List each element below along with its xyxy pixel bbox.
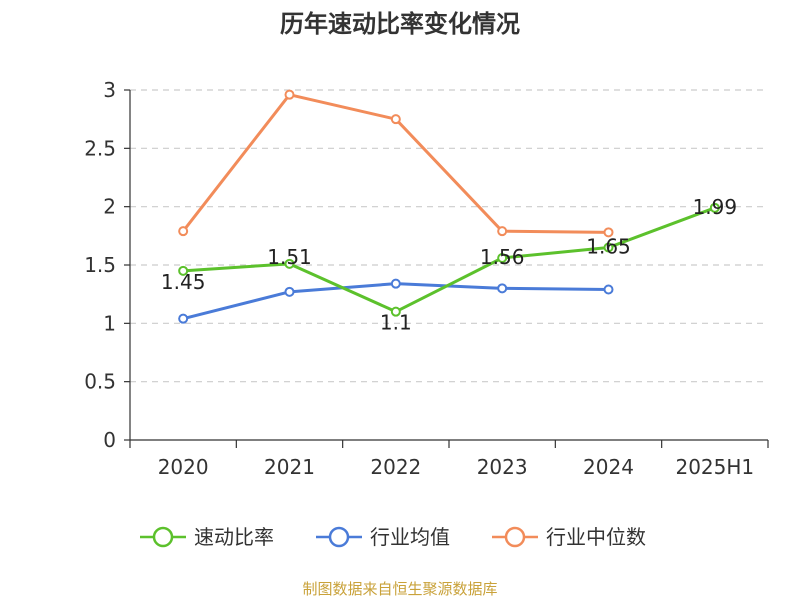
legend[interactable]: 速动比率 行业均值 行业中位数 — [140, 525, 646, 549]
y-tick-label: 2.5 — [84, 136, 116, 160]
x-tick-label: 2025H1 — [675, 455, 754, 479]
data-point — [390, 114, 401, 125]
legend-item[interactable]: 行业中位数 — [492, 525, 646, 549]
x-tick-label: 2024 — [583, 455, 634, 479]
x-tick-label: 2020 — [158, 455, 209, 479]
y-tick-label: 0.5 — [84, 370, 116, 394]
data-point — [178, 313, 189, 324]
data-point — [497, 253, 508, 263]
axes: 0 0.5 1 1.5 2 2.5 3 2020 2021 2022 2023 2024 2025H1 — [84, 78, 769, 479]
data-labels: 1.45 1.51 1.1 1.56 1.65 1.99 — [161, 195, 737, 335]
data-point — [284, 258, 295, 269]
source-note: 制图数据来自恒生聚源数据库 — [302, 580, 497, 598]
legend-label: 行业均值 — [370, 525, 450, 549]
legend-label: 速动比率 — [194, 525, 274, 549]
y-tick-label: 2 — [103, 195, 116, 219]
data-point — [603, 227, 614, 238]
data-label: 1.1 — [380, 311, 412, 335]
legend-item[interactable]: 行业均值 — [316, 525, 450, 549]
y-tick-label: 1 — [103, 311, 116, 335]
y-tick-label: 0 — [103, 428, 116, 452]
series-line-0 — [183, 206, 716, 314]
legend-marker — [328, 526, 350, 548]
x-tick-label: 2022 — [370, 455, 421, 479]
data-point — [178, 265, 189, 276]
data-point — [497, 283, 508, 294]
data-point — [709, 202, 720, 213]
legend-label: 行业中位数 — [546, 525, 646, 549]
data-label: 1.65 — [586, 235, 631, 259]
legend-marker — [504, 526, 526, 548]
data-point — [603, 242, 614, 253]
data-point — [497, 226, 508, 237]
data-label: 1.56 — [480, 245, 525, 269]
data-label: 1.51 — [267, 245, 312, 269]
data-point — [284, 286, 295, 297]
data-point — [390, 278, 401, 289]
y-tick-label: 1.5 — [84, 253, 116, 277]
data-point — [284, 89, 295, 100]
grid — [130, 89, 768, 383]
data-label: 1.45 — [161, 270, 206, 294]
legend-item[interactable]: 速动比率 — [140, 525, 274, 549]
series-layer — [178, 89, 720, 324]
data-point — [178, 226, 189, 237]
data-point — [390, 306, 401, 317]
x-tick-label: 2023 — [477, 455, 528, 479]
data-label: 1.99 — [693, 195, 738, 219]
chart-title: 历年速动比率变化情况 — [280, 10, 520, 38]
data-point — [603, 284, 614, 295]
y-tick-label: 3 — [103, 78, 116, 102]
x-tick-label: 2021 — [264, 455, 315, 479]
legend-marker — [152, 526, 174, 548]
